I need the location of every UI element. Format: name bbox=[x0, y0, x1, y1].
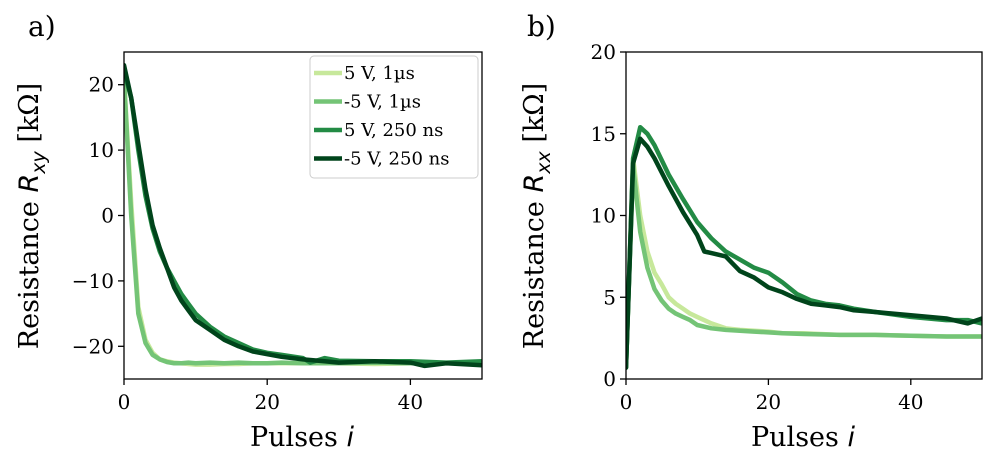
panel-b-label: b) bbox=[527, 10, 556, 43]
series-group-a bbox=[124, 62, 482, 369]
legend: 5 V, 1µs -5 V, 1µs 5 V, 250 ns -5 V, 250 ns bbox=[309, 55, 479, 179]
y-tick-label-a: −10 bbox=[72, 269, 114, 293]
legend-label-3: 5 V, 250 ns bbox=[344, 120, 443, 141]
series-line-b-2 bbox=[626, 164, 982, 370]
x-tick-label-a: 40 bbox=[398, 390, 423, 414]
y-tick-label-a: 0 bbox=[101, 204, 114, 228]
legend-box bbox=[309, 55, 479, 179]
legend-label-4: -5 V, 250 ns bbox=[344, 149, 449, 170]
y-axis-title-a: Resistance Rxy [kΩ] bbox=[14, 83, 50, 349]
x-tick-label-a: 20 bbox=[254, 390, 279, 414]
axes-b: 0 20 40 0 5 10 15 20 bbox=[591, 40, 983, 414]
axes-frame-b bbox=[625, 51, 983, 380]
plot-area-b bbox=[626, 124, 982, 370]
legend-label-2: -5 V, 1µs bbox=[344, 92, 421, 113]
y-tick-label-b: 5 bbox=[603, 285, 616, 309]
x-axis-title-a: Pulses i bbox=[250, 422, 354, 453]
x-tick-label-a: 0 bbox=[118, 390, 131, 414]
x-tick-label-b: 40 bbox=[898, 390, 923, 414]
x-tick-label-b: 0 bbox=[620, 390, 633, 414]
series-line-a-4 bbox=[124, 62, 482, 369]
x-tick-label-b: 20 bbox=[756, 390, 781, 414]
panel-a: a) 0 20 40 −20 −10 0 10 20 Pulses i Resistance … bbox=[14, 10, 483, 453]
panel-b: b) 0 20 40 0 5 10 15 20 Pulses i Resistance Rxx… bbox=[519, 10, 983, 453]
y-tick-label-a: 20 bbox=[89, 73, 114, 97]
axes-a: 0 20 40 −20 −10 0 10 20 bbox=[72, 51, 483, 414]
y-tick-label-b: 10 bbox=[591, 204, 616, 228]
y-tick-label-b: 20 bbox=[591, 40, 616, 64]
panel-a-label: a) bbox=[28, 10, 56, 43]
y-tick-label-a: −20 bbox=[72, 334, 114, 358]
y-tick-label-a: 10 bbox=[89, 138, 114, 162]
x-axis-title-b: Pulses i bbox=[751, 422, 855, 453]
y-axis-title-b: Resistance Rxx [kΩ] bbox=[519, 83, 555, 349]
plot-area-a bbox=[124, 62, 482, 369]
legend-label-1: 5 V, 1µs bbox=[344, 63, 415, 84]
series-line-b-4 bbox=[626, 136, 982, 370]
y-tick-label-b: 15 bbox=[591, 122, 616, 146]
series-group-b bbox=[626, 124, 982, 370]
y-tick-label-b: 0 bbox=[603, 367, 616, 391]
